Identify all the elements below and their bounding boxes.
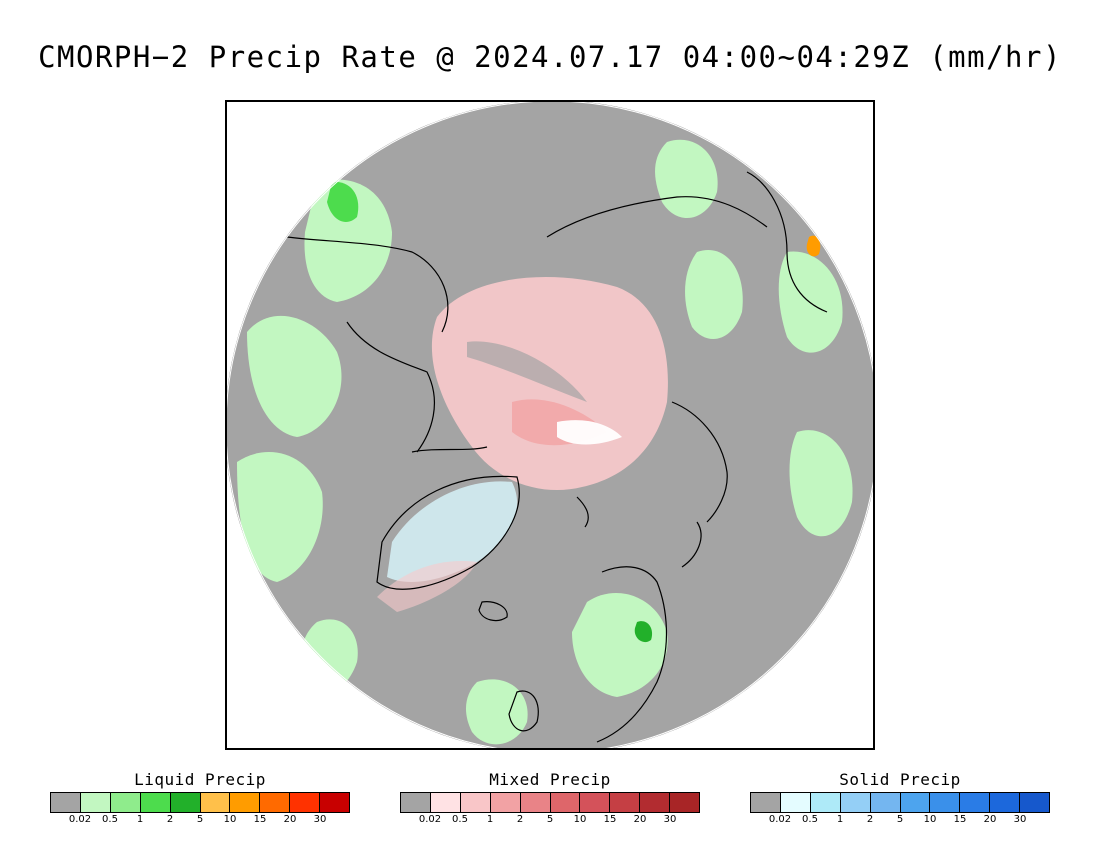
- colorbar-tick-label: 2: [166, 814, 174, 825]
- colorbar: [50, 792, 350, 813]
- colorbar-tick-label: 10: [923, 814, 937, 825]
- colorbar-swatch: [580, 793, 611, 812]
- colorbar-tick-label: 30: [663, 814, 677, 825]
- precip-patch-siberia-west: [778, 251, 843, 353]
- colorbar-swatch: [140, 793, 171, 812]
- legend-liquid-precip: Liquid Precip 0.02 0.5 1 2 5 10 15 20 30: [50, 770, 350, 828]
- colorbar-tick-label: 15: [953, 814, 967, 825]
- precip-patch-alaska-core: [327, 181, 359, 222]
- greenland-mixed-edge: [377, 561, 477, 612]
- colorbar-tick-label: 0.02: [768, 814, 792, 825]
- legend-title: Solid Precip: [839, 770, 961, 789]
- colorbar-swatch: [751, 793, 781, 812]
- colorbar-swatch: [610, 793, 641, 812]
- arctic-mixed-streak: [467, 341, 587, 402]
- colorbar-swatch: [401, 793, 431, 812]
- colorbar-ticks: 0.02 0.5 1 2 5 10 15 20 30: [750, 814, 1050, 828]
- colorbar-swatch: [870, 793, 901, 812]
- colorbar-swatch: [990, 793, 1021, 812]
- greenland-solid-precip: [387, 481, 518, 582]
- colorbar-tick-label: 30: [313, 814, 327, 825]
- colorbar-tick-label: 10: [573, 814, 587, 825]
- colorbar-ticks: 0.02 0.5 1 2 5 10 15 20 30: [50, 814, 350, 828]
- colorbar-tick-label: 20: [633, 814, 647, 825]
- colorbar-swatch: [520, 793, 551, 812]
- colorbar-tick-label: 0.5: [802, 814, 818, 825]
- colorbar-swatch: [900, 793, 931, 812]
- colorbar-tick-label: 30: [1013, 814, 1027, 825]
- colorbar-swatch: [200, 793, 231, 812]
- colorbar-tick-label: 5: [546, 814, 554, 825]
- colorbar-swatch: [670, 793, 700, 812]
- colorbar-swatch: [930, 793, 961, 812]
- precip-patch-uk: [465, 679, 528, 745]
- colorbar-tick-label: 2: [866, 814, 874, 825]
- colorbar-swatch: [51, 793, 81, 812]
- colorbar-swatch: [260, 793, 291, 812]
- colorbar-tick-label: 15: [253, 814, 267, 825]
- arctic-white-swirl: [557, 420, 622, 445]
- colorbar-tick-label: 10: [223, 814, 237, 825]
- colorbar-swatch: [460, 793, 491, 812]
- colorbar: [400, 792, 700, 813]
- colorbar-tick-label: 20: [283, 814, 297, 825]
- precip-patch-kamchatka-heavy: [806, 235, 821, 257]
- colorbar-tick-label: 0.5: [102, 814, 118, 825]
- colorbar-tick-label: 20: [983, 814, 997, 825]
- precip-patch-scandinavia: [572, 593, 668, 697]
- colorbar-swatch: [780, 793, 811, 812]
- colorbar-swatch: [110, 793, 141, 812]
- colorbar-swatch: [80, 793, 111, 812]
- legend-title: Mixed Precip: [489, 770, 611, 789]
- precip-patch-alaska: [304, 179, 392, 302]
- colorbar-swatch: [960, 793, 991, 812]
- colorbar-ticks: 0.02 0.5 1 2 5 10 15 20 30: [400, 814, 700, 828]
- colorbar-tick-label: 0.02: [68, 814, 92, 825]
- colorbar-swatch: [230, 793, 261, 812]
- colorbar-swatch: [490, 793, 521, 812]
- colorbar-swatch: [170, 793, 201, 812]
- colorbar-tick-label: 1: [836, 814, 844, 825]
- colorbar-swatch: [810, 793, 841, 812]
- colorbar-swatch: [290, 793, 321, 812]
- map-title: CMORPH−2 Precip Rate @ 2024.07.17 04:00~…: [38, 40, 1062, 74]
- precip-patch-canada-east: [237, 452, 323, 582]
- legend-title: Liquid Precip: [134, 770, 266, 789]
- colorbar-tick-label: 1: [486, 814, 494, 825]
- colorbar-swatch: [640, 793, 671, 812]
- colorbar-tick-label: 0.02: [418, 814, 442, 825]
- precip-patch-norway-heavy: [634, 621, 653, 643]
- colorbar-tick-label: 15: [603, 814, 617, 825]
- polar-precip-map: [225, 100, 875, 750]
- precip-patch-canada-west: [247, 315, 342, 437]
- precip-patch-siberia-north: [685, 250, 743, 339]
- colorbar-tick-label: 0.5: [452, 814, 468, 825]
- legend-mixed-precip: Mixed Precip 0.02 0.5 1 2 5 10 15 20 30: [400, 770, 700, 828]
- colorbar-swatch: [840, 793, 871, 812]
- coastlines: [286, 171, 828, 743]
- colorbar-tick-label: 5: [196, 814, 204, 825]
- legend-solid-precip: Solid Precip 0.02 0.5 1 2 5 10 15 20 30: [750, 770, 1050, 828]
- colorbar-tick-label: 2: [516, 814, 524, 825]
- colorbar: [750, 792, 1050, 813]
- colorbar-swatch: [1020, 793, 1050, 812]
- colorbar-swatch: [550, 793, 581, 812]
- colorbar-swatch: [320, 793, 350, 812]
- colorbar-tick-label: 5: [896, 814, 904, 825]
- precip-field: [227, 102, 873, 748]
- colorbar-swatch: [430, 793, 461, 812]
- precip-patch-asia: [789, 430, 853, 537]
- colorbar-tick-label: 1: [136, 814, 144, 825]
